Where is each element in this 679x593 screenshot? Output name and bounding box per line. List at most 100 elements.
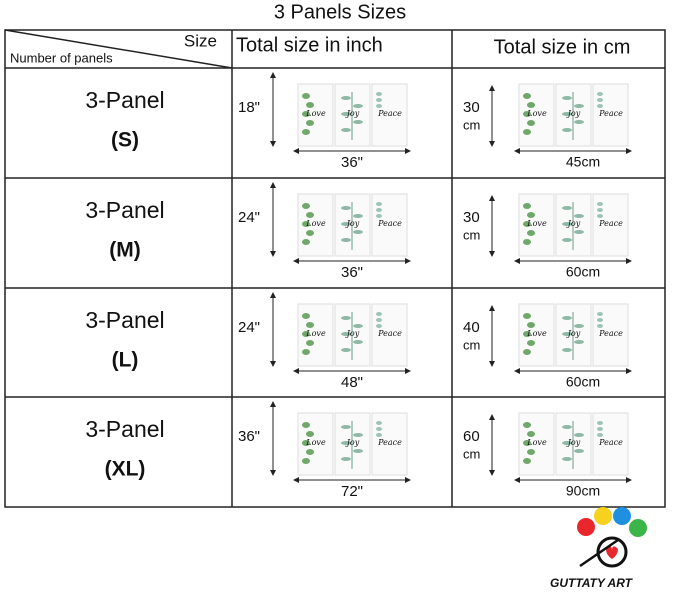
leaf (527, 322, 535, 328)
panel-word: Joy (345, 109, 360, 118)
title: 3 Panels Sizes (274, 1, 406, 23)
panel-size: (L) (112, 349, 139, 372)
leaf (523, 203, 531, 209)
cm-width: 90cm (566, 483, 600, 499)
panel-word: Joy (566, 438, 581, 447)
inch-width: 48" (341, 374, 363, 391)
panel-word: Joy (566, 219, 581, 228)
panel-word: Love (526, 438, 547, 447)
panel-word: Peace (377, 109, 402, 118)
leaf (523, 331, 531, 337)
leaf (597, 324, 603, 328)
panel-word: Peace (377, 219, 402, 228)
cm-height-unit: cm (463, 337, 480, 352)
panel-word: Joy (566, 109, 581, 118)
leaf (353, 449, 363, 453)
cm-width: 60cm (566, 264, 600, 280)
leaf (341, 222, 351, 226)
leaf (597, 98, 603, 102)
leaf (562, 238, 572, 242)
panel-name: 3-Panel (85, 197, 164, 223)
leaf (574, 230, 584, 234)
table-grid (4, 29, 666, 508)
leaf (306, 340, 314, 346)
cm-height-number: 30 (463, 99, 480, 116)
cm-height-number: 30 (463, 209, 480, 226)
leaf (523, 111, 531, 117)
panel-thumbnail: Love Joy Peace (518, 83, 629, 147)
panel-name: 3-Panel (85, 307, 164, 333)
leaf (353, 214, 363, 218)
leaf (597, 208, 603, 212)
leaf (527, 431, 535, 437)
leaf (306, 212, 314, 218)
leaf (527, 212, 535, 218)
leaf (341, 348, 351, 352)
panel-word: Peace (598, 219, 623, 228)
leaf (527, 120, 535, 126)
leaf (302, 239, 310, 245)
inch-width: 36" (341, 264, 363, 281)
inch-height: 24" (238, 319, 260, 336)
leaf (302, 349, 310, 355)
panel-thumbnail: Love Joy Peace (518, 193, 629, 257)
leaf (523, 221, 531, 227)
leaf (523, 129, 531, 135)
leaf (574, 340, 584, 344)
leaf (306, 230, 314, 236)
leaf (523, 313, 531, 319)
leaf (302, 93, 310, 99)
leaf (306, 102, 314, 108)
leaf (562, 332, 572, 336)
leaf (341, 425, 351, 429)
leaf (376, 421, 382, 425)
corner-panels: Number of panels (10, 50, 113, 65)
col-header: Total size in cm (494, 36, 631, 58)
panel-word: Peace (598, 438, 623, 447)
leaf (302, 422, 310, 428)
leaf (562, 425, 572, 429)
leaf (341, 128, 351, 132)
panel-word: Peace (377, 329, 402, 338)
leaf (376, 92, 382, 96)
panel-word: Peace (598, 329, 623, 338)
leaf (341, 441, 351, 445)
panel-word: Love (526, 219, 547, 228)
leaf (523, 239, 531, 245)
leaf (302, 440, 310, 446)
leaf (341, 238, 351, 242)
panel-word: Love (526, 329, 547, 338)
panel-word: Love (305, 438, 326, 447)
leaf (523, 440, 531, 446)
panel-size: (XL) (105, 458, 146, 481)
leaf (562, 441, 572, 445)
panel-thumbnail: Love Joy Peace (297, 412, 408, 476)
leaf (302, 203, 310, 209)
leaf (341, 206, 351, 210)
leaf (353, 230, 363, 234)
panel-word: Joy (566, 329, 581, 338)
leaf (353, 120, 363, 124)
cm-width: 60cm (566, 374, 600, 390)
panel-word: Love (526, 109, 547, 118)
leaf (562, 316, 572, 320)
leaf (306, 449, 314, 455)
leaf (306, 120, 314, 126)
panel-thumbnail: Love Joy Peace (297, 193, 408, 257)
leaf (562, 348, 572, 352)
leaf (597, 104, 603, 108)
panel-word: Love (305, 219, 326, 228)
corner-size: Size (184, 31, 217, 50)
leaf (597, 433, 603, 437)
leaf (353, 104, 363, 108)
leaf (527, 230, 535, 236)
leaf (523, 93, 531, 99)
leaf (376, 98, 382, 102)
panel-word: Peace (377, 438, 402, 447)
panel-size: (S) (111, 129, 139, 152)
panel-name: 3-Panel (85, 416, 164, 442)
leaf (376, 427, 382, 431)
panel-thumbnail: Love Joy Peace (297, 83, 408, 147)
leaf (376, 214, 382, 218)
cm-height-number: 40 (463, 319, 480, 336)
